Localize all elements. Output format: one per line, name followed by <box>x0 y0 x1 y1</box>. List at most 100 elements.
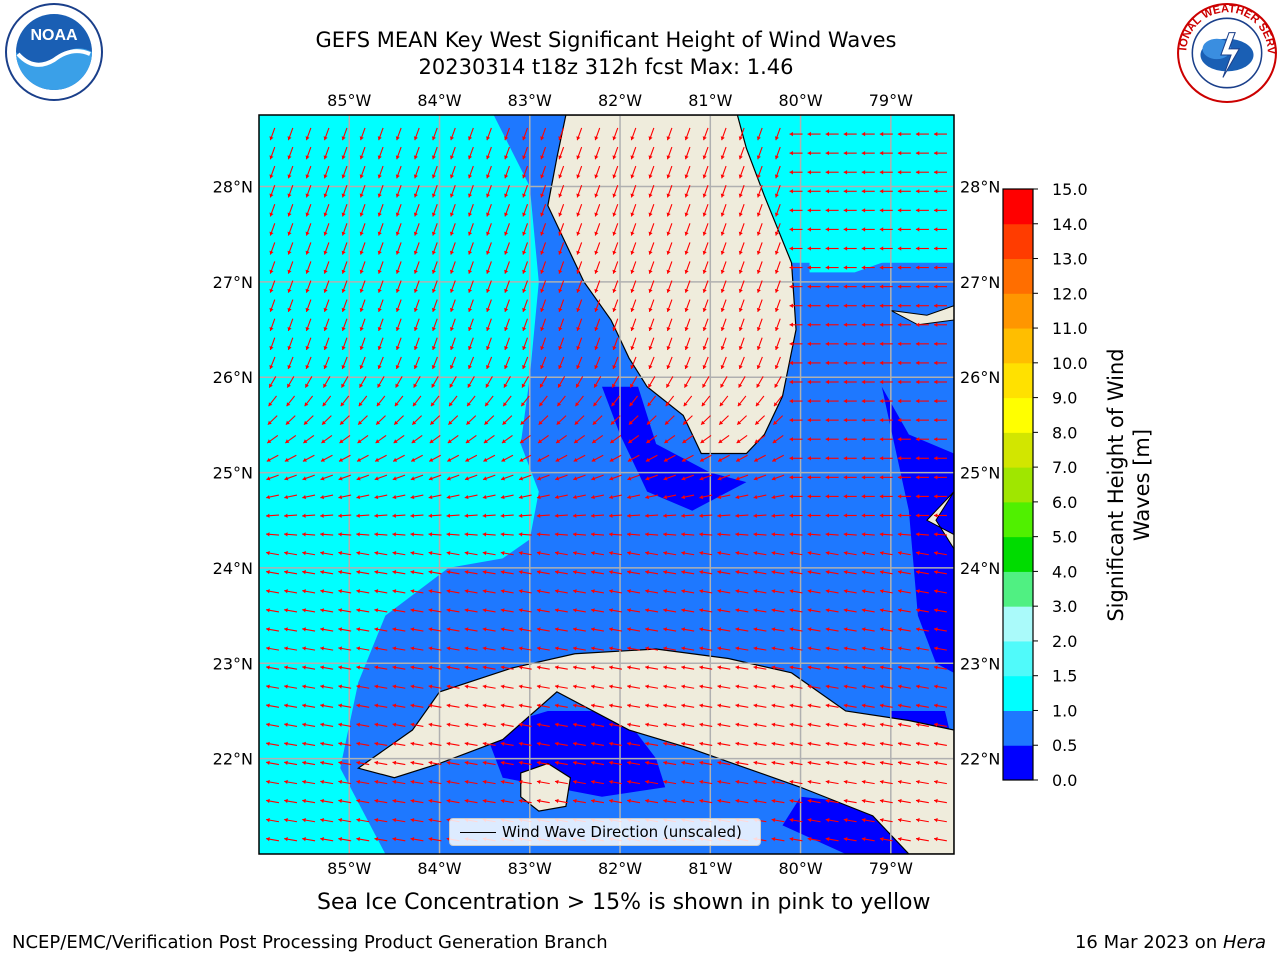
wind-arrow-icon <box>392 837 406 842</box>
wind-arrow-icon <box>431 356 438 370</box>
wind-arrow-icon <box>305 318 312 332</box>
wind-arrow-icon <box>664 415 675 426</box>
wind-arrow-icon <box>576 127 583 141</box>
wind-arrow-icon <box>359 146 366 160</box>
wind-arrow-icon <box>590 646 604 651</box>
wind-arrow-icon <box>519 454 532 462</box>
wind-arrow-icon <box>323 280 330 293</box>
wind-arrow-icon <box>771 760 785 766</box>
wind-arrow-icon <box>861 265 875 270</box>
wind-arrow-icon <box>504 356 511 370</box>
wind-arrow-icon <box>861 379 875 385</box>
lat-tick-label: 28°N <box>960 178 1000 197</box>
wind-arrow-icon <box>468 204 474 217</box>
wind-arrow-icon <box>825 150 839 156</box>
wind-arrow-icon <box>594 165 601 179</box>
wind-arrow-icon <box>789 189 803 194</box>
wind-arrow-icon <box>789 379 803 385</box>
wind-arrow-icon <box>558 337 565 351</box>
wind-arrow-icon <box>467 376 475 388</box>
wind-arrow-icon <box>789 532 803 537</box>
wind-arrow-icon <box>591 494 604 500</box>
wind-arrow-icon <box>428 760 442 766</box>
wind-arrow-icon <box>464 532 478 537</box>
wind-arrow-icon <box>375 415 386 426</box>
wind-arrow-icon <box>753 627 767 632</box>
wind-arrow-icon <box>825 227 839 232</box>
wind-arrow-icon <box>738 261 745 274</box>
wind-arrow-icon <box>320 532 334 537</box>
wind-arrow-icon <box>572 779 586 785</box>
colorbar-tick-label: 14.0 <box>1052 215 1088 234</box>
wind-arrow-icon <box>879 798 893 804</box>
wind-arrow-icon <box>392 608 406 613</box>
colorbar-segment <box>1003 258 1033 294</box>
wind-arrow-icon <box>540 299 547 313</box>
wind-arrow-icon <box>699 684 713 689</box>
wind-arrow-icon <box>825 131 839 137</box>
wind-arrow-icon <box>413 223 420 236</box>
wind-arrow-icon <box>320 665 334 670</box>
wind-arrow-icon <box>341 184 348 198</box>
wind-arrow-icon <box>735 760 749 766</box>
wind-arrow-icon <box>861 741 875 747</box>
wind-arrow-icon <box>410 494 424 500</box>
wind-arrow-icon <box>897 722 911 727</box>
wind-arrow-icon <box>915 189 929 194</box>
wind-arrow-icon <box>720 127 727 141</box>
wind-arrow-icon <box>302 532 316 537</box>
wind-arrow-icon <box>359 223 366 236</box>
wind-arrow-icon <box>719 395 729 407</box>
wind-arrow-icon <box>861 208 875 213</box>
wind-arrow-icon <box>807 722 821 727</box>
wind-arrow-icon <box>428 589 442 594</box>
wind-arrow-icon <box>609 703 623 708</box>
wind-arrow-icon <box>627 646 641 651</box>
wind-arrow-icon <box>287 204 294 217</box>
wind-arrow-icon <box>609 760 623 766</box>
wave-band-cyan-east <box>755 115 954 273</box>
wind-arrow-icon <box>590 665 604 670</box>
wind-arrow-icon <box>789 684 803 689</box>
wind-arrow-icon <box>861 246 875 251</box>
wind-arrow-icon <box>410 722 424 727</box>
wind-arrow-icon <box>879 189 893 194</box>
wind-arrow-icon <box>897 798 911 804</box>
wind-arrow-icon <box>681 589 695 594</box>
wind-arrow-icon <box>774 318 781 332</box>
wind-arrow-icon <box>410 837 424 842</box>
wind-arrow-icon <box>738 146 745 160</box>
wind-arrow-icon <box>879 150 893 156</box>
wind-arrow-icon <box>789 284 803 289</box>
wind-arrow-icon <box>395 318 402 332</box>
wind-arrow-icon <box>500 703 514 708</box>
wind-arrow-icon <box>645 513 659 518</box>
wind-arrow-icon <box>540 204 547 217</box>
wind-arrow-icon <box>287 318 294 332</box>
wind-arrow-icon <box>572 760 586 766</box>
wind-arrow-icon <box>699 570 713 575</box>
wind-arrow-icon <box>357 415 368 426</box>
wind-arrow-icon <box>449 337 456 351</box>
wind-arrow-icon <box>374 684 388 689</box>
wind-arrow-icon <box>356 589 370 594</box>
wind-arrow-icon <box>609 494 622 500</box>
wind-arrow-icon <box>861 189 875 194</box>
wind-arrow-icon <box>338 570 352 575</box>
colorbar-tick-label: 8.0 <box>1052 423 1077 442</box>
wind-arrow-icon <box>915 494 929 499</box>
wind-arrow-icon <box>446 550 460 556</box>
wind-arrow-icon <box>395 127 402 141</box>
wind-arrow-icon <box>681 703 695 708</box>
wind-arrow-icon <box>468 184 474 198</box>
wind-arrow-icon <box>284 513 298 518</box>
wind-arrow-icon <box>663 513 677 518</box>
wind-arrow-icon <box>413 261 420 274</box>
wind-arrow-icon <box>843 379 857 385</box>
wind-arrow-icon <box>861 398 875 404</box>
wind-arrow-icon <box>269 280 276 293</box>
wind-arrow-icon <box>558 127 565 141</box>
wind-arrow-icon <box>540 337 547 351</box>
wind-arrow-icon <box>807 398 821 404</box>
wind-arrow-icon <box>446 741 460 747</box>
